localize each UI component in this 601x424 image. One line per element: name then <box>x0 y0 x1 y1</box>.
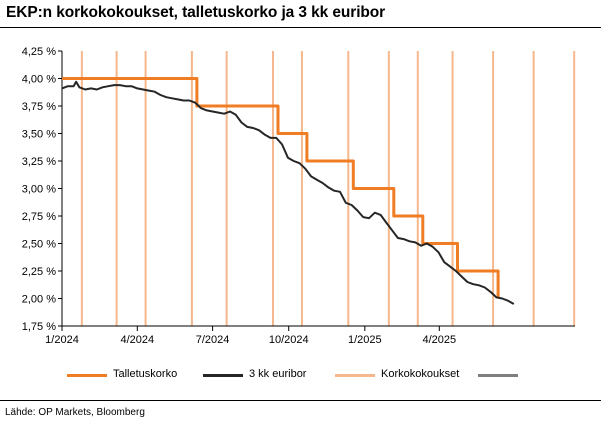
y-tick-label-3: 3,50 % <box>22 129 56 141</box>
y-tick-label-4: 3,25 % <box>22 156 56 168</box>
y-tick-label-10: 1,75 % <box>22 321 56 333</box>
legend-swatch-deposit <box>67 374 107 377</box>
source-note: Lähde: OP Markets, Bloomberg <box>5 407 145 418</box>
footer-divider <box>0 400 601 401</box>
y-tick-label-7: 2,50 % <box>22 239 56 251</box>
y-tick-label-0: 4,25 % <box>22 46 56 58</box>
series-line-0 <box>62 77 500 299</box>
legend-swatch-extra <box>478 374 518 377</box>
y-tick-label-1: 4,00 % <box>22 74 56 86</box>
chart-title: EKP:n korkokokoukset, talletuskorko ja 3… <box>6 4 386 21</box>
legend-swatch-meetings <box>335 374 375 377</box>
x-tick-label-3: 10/2024 <box>269 334 309 346</box>
x-tick-label-5: 4/2025 <box>422 334 456 346</box>
y-tick-label-9: 2,00 % <box>22 294 56 306</box>
y-tick-label-8: 2,25 % <box>22 266 56 278</box>
x-tick-label-0: 1/2024 <box>45 334 79 346</box>
chart-canvas: 4,25 % 4,00 % 3,75 % 3,50 % 3,25 % 3,00 % 2,75… <box>22 46 576 346</box>
legend-label-euribor: 3 kk euribor <box>249 368 307 380</box>
y-tick-label-6: 2,75 % <box>22 211 56 223</box>
x-tick-label-2: 7/2024 <box>196 334 230 346</box>
x-tick-label-1: 4/2024 <box>120 334 154 346</box>
x-tick-label-4: 1/2025 <box>348 334 382 346</box>
legend-label-meetings: Korkokokoukset <box>381 368 460 380</box>
title-divider <box>0 27 601 28</box>
series-line-1 <box>61 80 515 305</box>
y-tick-label-5: 3,00 % <box>22 184 56 196</box>
y-tick-label-2: 3,75 % <box>22 101 56 113</box>
legend-swatch-euribor <box>203 374 243 377</box>
legend-label-deposit: Talletuskorko <box>113 368 178 380</box>
